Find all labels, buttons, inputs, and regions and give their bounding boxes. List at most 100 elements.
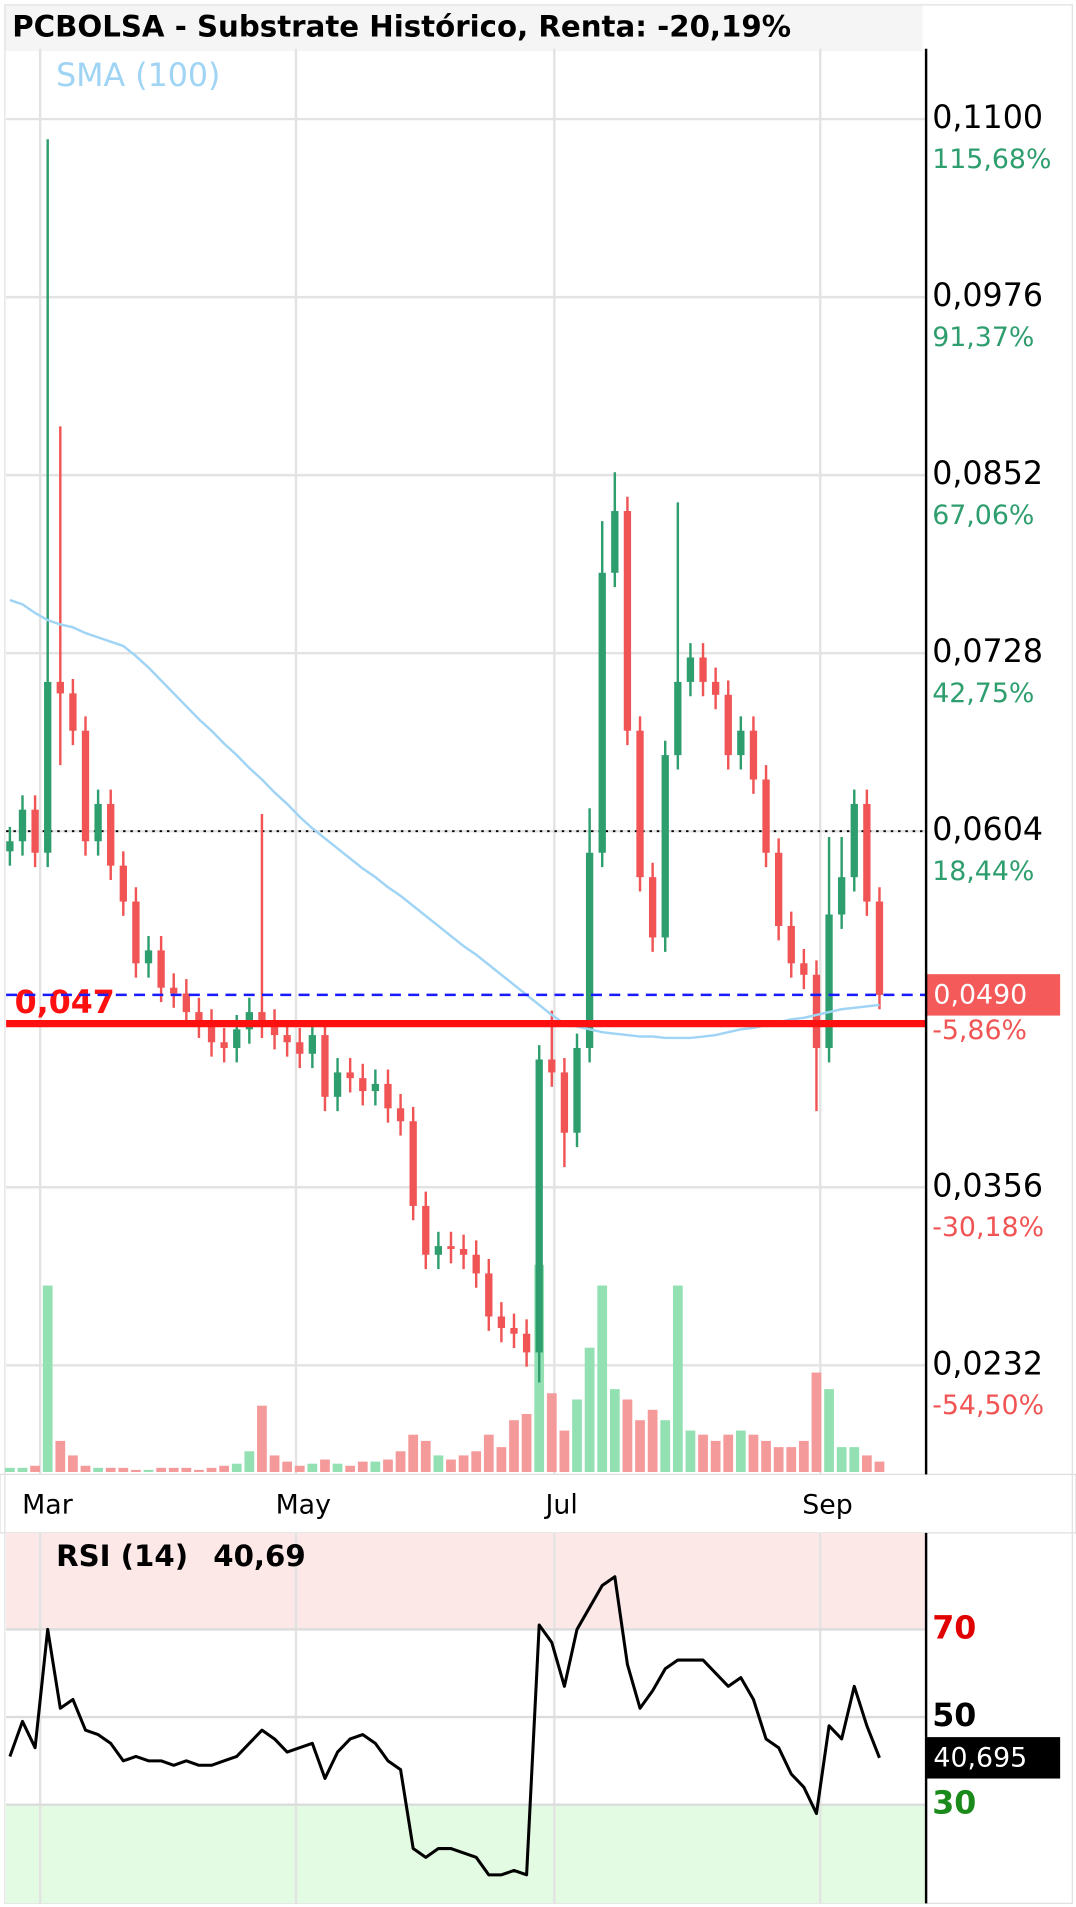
- candle-body: [548, 1059, 556, 1073]
- volume-bar: [849, 1447, 860, 1472]
- candle-body: [447, 1246, 455, 1250]
- y-tick-return: 18,44%: [932, 856, 1034, 887]
- volume-bar: [546, 1393, 557, 1472]
- y-tick-label: 0,0356: [932, 1168, 1043, 1204]
- candle-body: [686, 657, 695, 682]
- volume-bar: [206, 1467, 217, 1472]
- rsi-tick-label: 50: [932, 1698, 976, 1734]
- candle-body: [661, 755, 669, 938]
- candle-body: [459, 1249, 468, 1255]
- candle-body: [56, 681, 64, 694]
- volume-bar: [408, 1434, 419, 1472]
- volume-bar: [68, 1455, 78, 1472]
- volume-bar: [345, 1465, 356, 1472]
- rsi-tick-label: 30: [932, 1786, 976, 1822]
- volume-bar: [836, 1447, 847, 1472]
- x-tick-label: Sep: [802, 1490, 853, 1521]
- rsi-value: 40,69: [213, 1539, 305, 1573]
- volume-bar: [168, 1467, 179, 1472]
- candle-body: [699, 657, 707, 682]
- y-tick-return: -30,18%: [932, 1212, 1044, 1243]
- candle-body: [94, 803, 102, 842]
- candle-body: [485, 1273, 493, 1317]
- volume-bar: [773, 1447, 784, 1472]
- candle-body: [371, 1083, 380, 1092]
- candle-body: [875, 901, 884, 995]
- volume-bar: [874, 1461, 885, 1472]
- title-bar: [4, 4, 923, 52]
- candle-body: [863, 803, 871, 902]
- y-tick-label: 0,0852: [932, 456, 1043, 492]
- volume-bar: [433, 1455, 444, 1472]
- volume-bar: [471, 1451, 482, 1472]
- volume-bar: [710, 1440, 721, 1472]
- volume-bar: [861, 1455, 872, 1472]
- volume-bar: [685, 1430, 696, 1472]
- rsi-last-tag: [926, 1737, 1061, 1779]
- volume-bar: [609, 1389, 620, 1472]
- volume-bar: [307, 1463, 318, 1472]
- rsi-title: RSI (14): [56, 1539, 188, 1573]
- volume-bar: [181, 1467, 192, 1472]
- volume-bar: [748, 1434, 759, 1472]
- candle-body: [585, 852, 594, 1049]
- volume-bar: [824, 1389, 834, 1472]
- volume-bar: [55, 1440, 66, 1472]
- candle-body: [207, 1023, 216, 1043]
- candle-body: [258, 1012, 266, 1024]
- candle-body: [346, 1072, 354, 1079]
- volume-bar: [458, 1455, 469, 1472]
- candle-body: [6, 841, 14, 852]
- candle-body: [220, 1042, 228, 1049]
- volume-bar: [332, 1463, 343, 1472]
- candle-body: [711, 681, 720, 695]
- candle-body: [787, 925, 795, 964]
- volume-bar: [357, 1461, 368, 1472]
- candle-body: [522, 1333, 531, 1353]
- candle-body: [157, 950, 165, 988]
- plot-layer: Mar May Jul Sep 0,0232 -54,50% 0,0356 -30,18% 0,…: [5, 48, 1061, 1904]
- candle-body: [119, 865, 127, 902]
- volume-bar: [80, 1465, 91, 1472]
- volume-bar: [420, 1440, 431, 1472]
- volume-bar: [294, 1465, 305, 1472]
- volume-bar: [509, 1420, 519, 1472]
- volume-bar: [723, 1434, 734, 1472]
- volume-bar: [811, 1372, 822, 1472]
- candle-body: [107, 803, 115, 866]
- candle-body: [270, 1023, 279, 1036]
- volume-bar: [761, 1440, 771, 1472]
- volume-bar: [660, 1420, 671, 1472]
- candle-body: [422, 1205, 430, 1255]
- volume-bar: [269, 1455, 280, 1472]
- y-tick-label: 0,0604: [932, 812, 1043, 848]
- rsi-tick-label: 70: [932, 1610, 976, 1646]
- volume-bar: [622, 1399, 633, 1472]
- volume-bar: [105, 1467, 116, 1472]
- volume-bar: [257, 1405, 267, 1472]
- candle-body: [31, 809, 39, 853]
- candle-body: [636, 730, 644, 878]
- volume-bar: [370, 1461, 381, 1472]
- volume-bar: [30, 1465, 40, 1472]
- y-tick-return: 115,68%: [932, 144, 1051, 175]
- volume-bar: [42, 1285, 53, 1472]
- chart-title: PCBOLSA - Substrate Histórico, Renta: -2…: [12, 10, 791, 44]
- candle-body: [182, 993, 190, 1013]
- volume-bar: [282, 1461, 293, 1472]
- volume-bar: [320, 1459, 330, 1472]
- x-tick-label: May: [276, 1490, 332, 1521]
- volume-bar: [231, 1463, 242, 1472]
- volume-bar: [635, 1420, 645, 1472]
- candle-body: [648, 877, 657, 938]
- candle-body: [774, 852, 783, 926]
- candle-body: [384, 1083, 392, 1109]
- candle-body: [296, 1042, 304, 1054]
- volume-bar: [395, 1451, 406, 1472]
- candle-body: [409, 1121, 417, 1206]
- candle-body: [623, 511, 632, 731]
- candle-body: [359, 1078, 367, 1092]
- candle-body: [170, 987, 178, 994]
- rsi-line: [8, 1575, 881, 1877]
